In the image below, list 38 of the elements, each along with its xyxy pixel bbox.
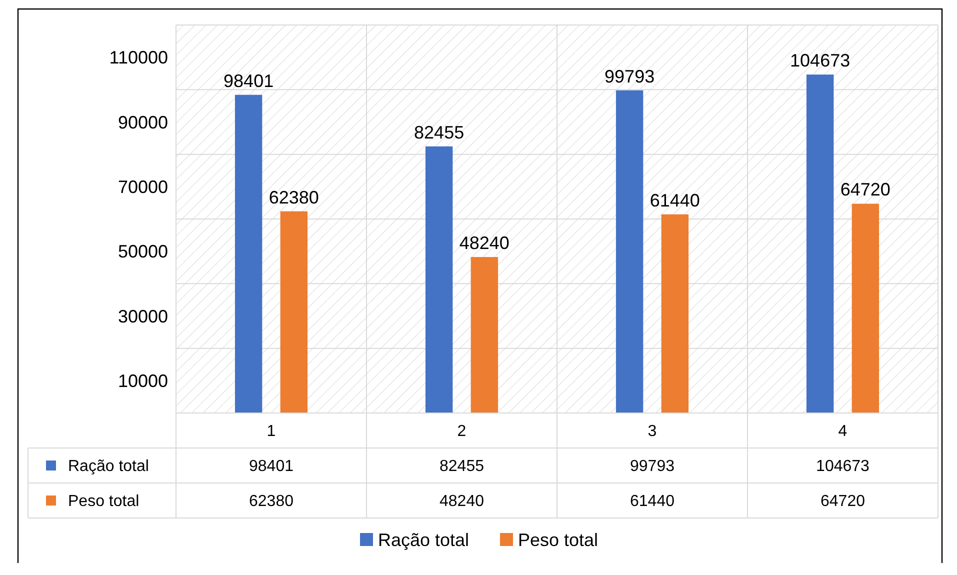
bar	[616, 90, 644, 413]
data-label: 99793	[630, 458, 675, 476]
data-label: 98401	[249, 458, 294, 476]
data-label: 48240	[440, 493, 484, 510]
annotation: 62380	[268, 187, 319, 208]
bar	[852, 204, 880, 413]
data-label: 62380	[249, 493, 294, 510]
annotation: 99793	[604, 66, 655, 86]
annotation: 98401	[224, 70, 274, 91]
annotation: 48240	[459, 233, 510, 254]
y-tick-label: 30000	[118, 306, 168, 326]
annotation: 104673	[790, 50, 850, 71]
data-label: 61440	[630, 493, 675, 510]
x-tick-label: 1	[266, 423, 276, 440]
bar	[470, 257, 498, 413]
data-label: 104673	[816, 458, 870, 476]
bar	[806, 74, 834, 413]
x-tick-label: 3	[648, 423, 657, 440]
y-tick-label: 110000	[109, 48, 168, 68]
bar	[661, 214, 689, 413]
y-tick-label: 50000	[118, 242, 168, 262]
y-tick-label: 90000	[118, 112, 168, 132]
x-tick-label: 2	[457, 423, 466, 440]
y-tick-label: 70000	[118, 176, 168, 197]
legend-label: Ração total	[68, 458, 149, 476]
text: Ração total	[378, 530, 470, 550]
bar	[234, 94, 262, 413]
legend-label: Peso total	[518, 530, 598, 550]
bar	[425, 146, 453, 413]
annotation: 61440	[650, 190, 700, 210]
annotation: 82455	[414, 122, 464, 142]
bar	[280, 211, 308, 413]
x-tick-label: 4	[838, 423, 848, 440]
data-label: 64720	[820, 493, 866, 510]
data-label: 82455	[440, 458, 484, 476]
y-tick-label: 10000	[118, 370, 168, 391]
text: Peso total	[68, 493, 140, 510]
annotation: 64720	[840, 180, 890, 200]
